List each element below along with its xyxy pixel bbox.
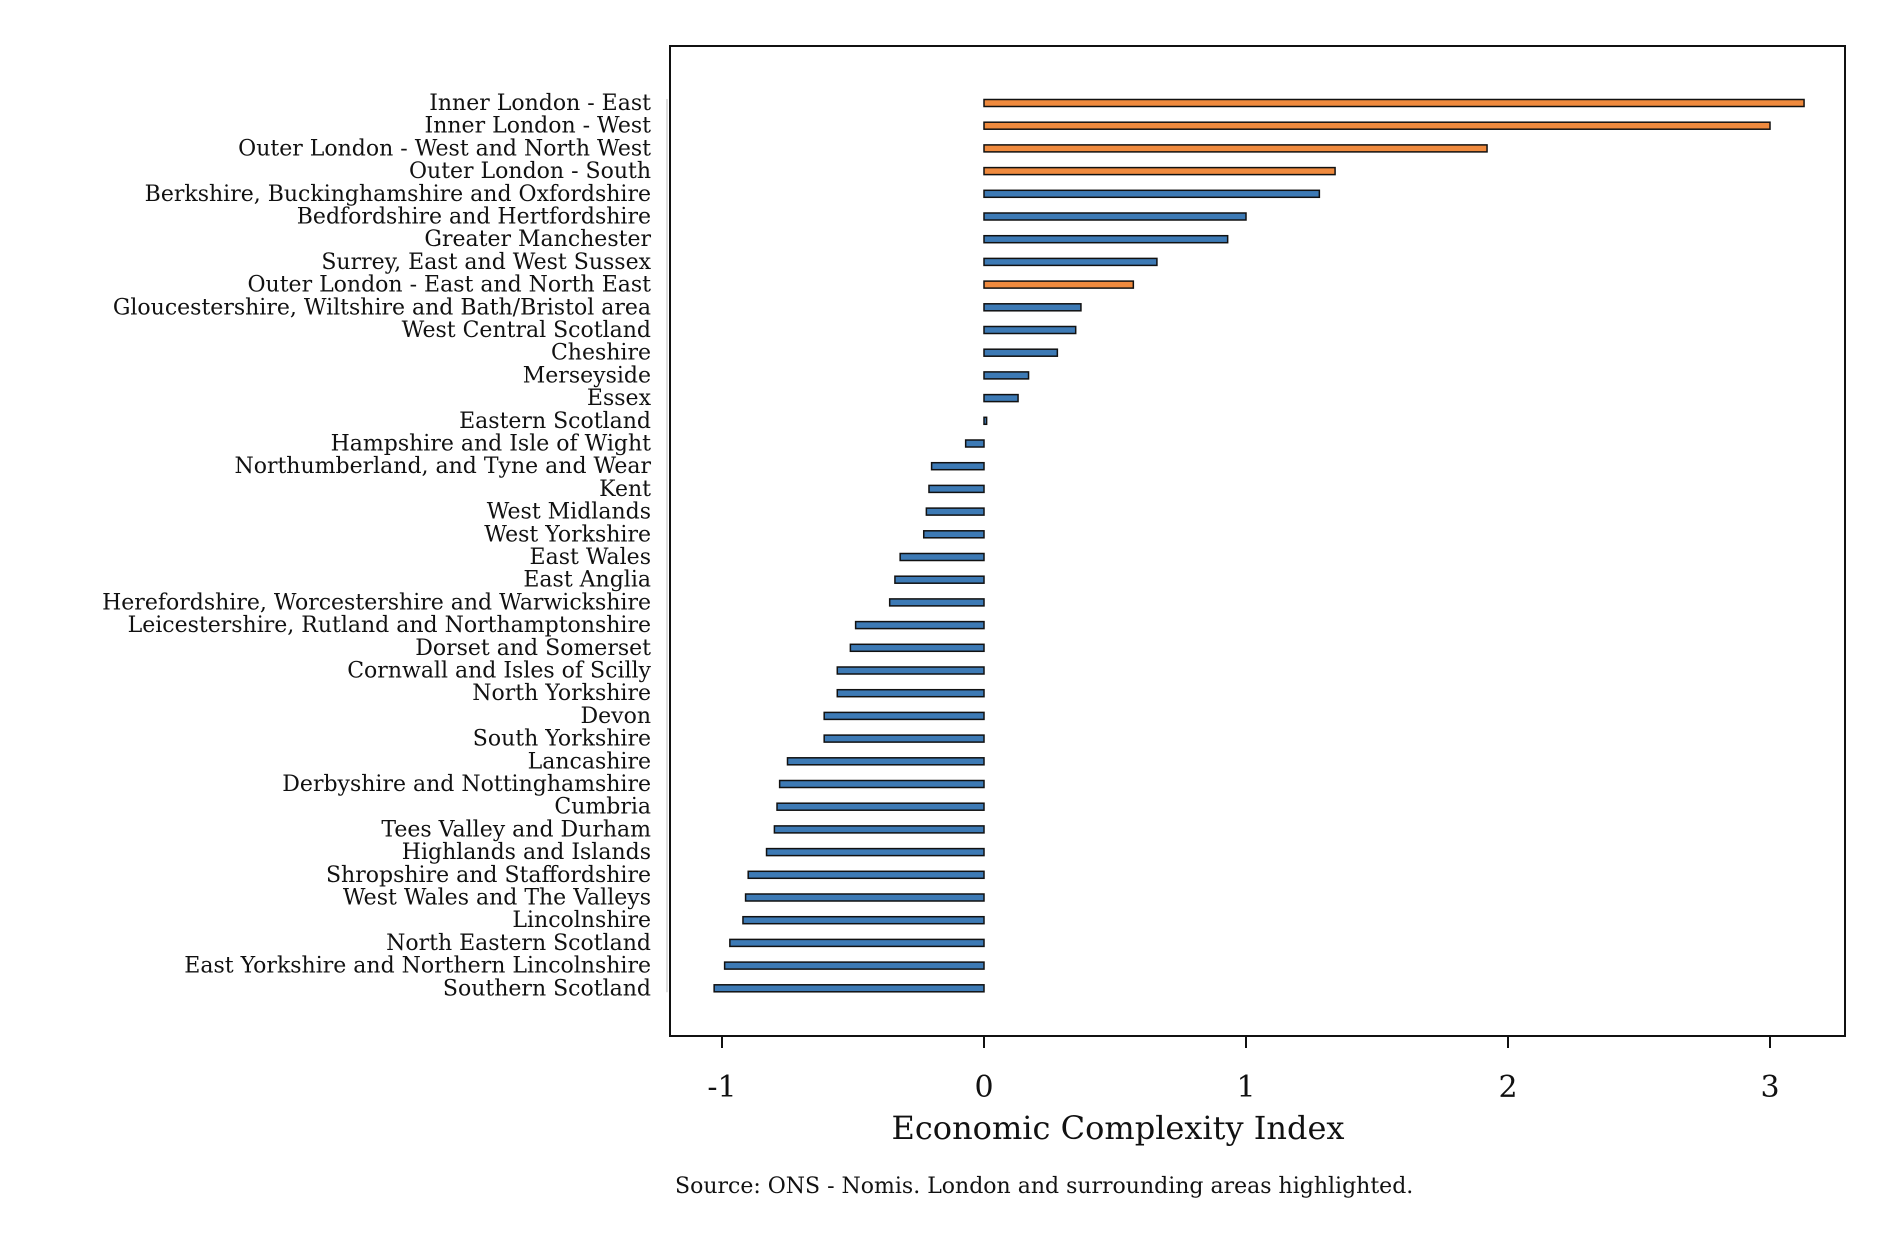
source-note: Source: ONS - Nomis. London and surround… [675,1174,1414,1199]
category-label: Northumberland, and Tyne and Wear [234,454,651,479]
category-label: West Midlands [487,500,651,525]
bar [964,439,985,448]
category-label: North Eastern Scotland [386,931,651,956]
category-label: Shropshire and Staffordshire [326,863,651,888]
category-label: Kent [599,477,651,502]
category-label: Cheshire [551,341,651,366]
category-label: Gloucestershire, Wiltshire and Bath/Bris… [113,295,651,320]
category-label: East Yorkshire and Northern Lincolnshire [184,954,651,979]
category-label: North Yorkshire [472,681,651,706]
category-label: West Central Scotland [402,318,651,343]
bar [983,303,1082,312]
category-label: Inner London - West [425,114,652,139]
category-label: Cumbria [554,795,651,820]
bar [983,212,1247,221]
bar [983,98,1805,108]
bar [983,280,1135,289]
x-tick-label: 2 [1498,1070,1517,1105]
category-label: Greater Manchester [424,227,651,252]
x-axis: -1 0 1 2 3 [666,99,1780,1105]
x-tick-label: -1 [707,1070,736,1105]
category-label: West Wales and The Valleys [343,886,651,911]
x-axis-title: Economic Complexity Index [892,1109,1345,1147]
bar [983,166,1336,176]
bar [729,938,985,948]
bar [925,507,985,516]
bar [983,121,1771,130]
category-label: East Anglia [523,568,651,593]
category-label: Lancashire [528,749,651,774]
bar [899,552,985,562]
category-label: Herefordshire, Worcestershire and Warwic… [102,590,651,615]
x-tick-label: 1 [1236,1070,1255,1105]
bar [983,144,1488,153]
bar [778,779,985,789]
bar [983,371,1030,380]
bar [983,257,1158,267]
bar [823,711,985,721]
category-label: Outer London - South [409,159,651,184]
category-label: Cornwall and Isles of Scilly [347,659,651,684]
bar [713,984,985,993]
category-label: Outer London - West and North West [238,136,651,161]
category-label: Eastern Scotland [459,409,651,434]
bar [786,757,985,766]
bar [983,234,1229,244]
category-label: Essex [587,386,652,411]
category-label: Outer London - East and North East [248,273,652,298]
bar [888,598,985,607]
category-label: Berkshire, Buckinghamshire and Oxfordshi… [145,182,651,207]
bar [983,393,1019,403]
category-label: Surrey, East and West Sussex [321,250,651,275]
bar [747,870,985,880]
bar [849,643,985,653]
bar [744,893,985,902]
category-label: East Wales [530,545,651,570]
category-label: Tees Valley and Durham [381,817,651,842]
bar [894,575,985,584]
bars-group [713,98,1805,993]
category-label: West Yorkshire [484,522,651,547]
category-label: Derbyshire and Nottinghamshire [282,772,651,797]
category-label: Lincolnshire [512,908,651,933]
bar [823,734,985,743]
bar [836,688,985,698]
bar [928,484,985,494]
category-label: Bedfordshire and Hertfordshire [297,205,651,230]
bar [765,847,985,857]
bar [983,325,1077,335]
bar [983,348,1059,357]
bar [983,416,988,426]
bar [854,620,985,630]
bar [776,802,985,811]
bar [723,961,985,970]
bar [922,530,985,539]
bar [836,666,985,675]
bar [773,825,985,834]
bar [930,461,985,471]
plot-frame [669,45,1846,1037]
category-label: Inner London - East [429,91,651,116]
category-label: Highlands and Islands [402,840,651,865]
category-label: Devon [580,704,651,729]
category-label: Leicestershire, Rutland and Northamptons… [128,613,651,638]
category-label: Hampshire and Isle of Wight [331,432,652,457]
bar [983,189,1321,199]
x-tick-label: 3 [1760,1070,1779,1105]
bar [742,915,985,925]
category-label: Merseyside [523,363,651,388]
category-label: Southern Scotland [443,976,651,1001]
category-label: South Yorkshire [473,727,651,752]
x-tick-label: 0 [974,1070,993,1105]
category-label: Dorset and Somerset [415,636,651,661]
